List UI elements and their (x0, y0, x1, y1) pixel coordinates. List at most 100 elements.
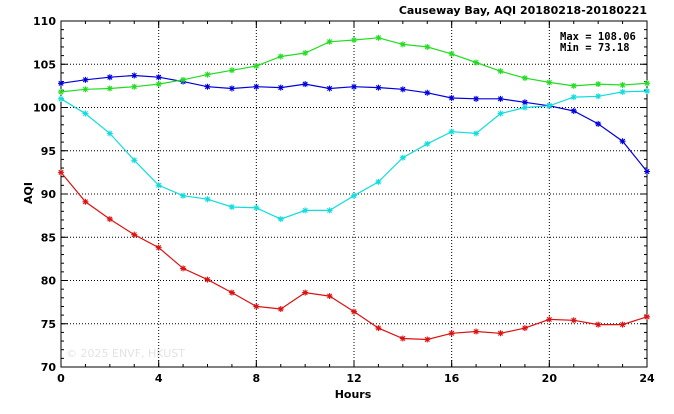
data-point-s1-5 (180, 76, 187, 83)
data-point-s1-8 (253, 62, 260, 69)
data-point-s2-13 (375, 178, 382, 185)
data-point-s1-11 (326, 38, 333, 45)
data-point-s0-24 (644, 168, 650, 175)
data-point-s2-6 (204, 196, 211, 203)
x-axis-label: Hours (335, 388, 372, 401)
data-point-s0-10 (302, 81, 309, 88)
y-tick-label-2: 80 (41, 275, 57, 288)
data-point-s1-18 (497, 68, 504, 75)
y-tick-label-0: 70 (41, 361, 57, 374)
data-point-s3-13 (375, 325, 382, 332)
data-point-s3-15 (424, 336, 431, 343)
data-point-s1-10 (302, 50, 309, 57)
data-point-s2-8 (253, 204, 260, 211)
data-point-s2-18 (497, 110, 504, 117)
data-point-s3-11 (326, 293, 333, 300)
data-point-s3-5 (180, 265, 187, 272)
data-point-s0-17 (473, 95, 480, 102)
y-tick-label-7: 105 (33, 58, 56, 71)
data-point-s2-22 (595, 93, 602, 100)
y-axis-label: AQI (22, 182, 35, 204)
data-point-s0-7 (228, 85, 235, 92)
x-tick-label-5: 20 (542, 372, 558, 385)
data-point-s1-14 (399, 41, 406, 48)
data-point-s0-11 (326, 85, 333, 92)
data-point-s1-1 (82, 86, 89, 93)
x-tick-label-2: 8 (253, 372, 261, 385)
data-point-s2-24 (644, 88, 650, 95)
data-point-s1-13 (375, 34, 382, 41)
x-tick-label-4: 16 (444, 372, 460, 385)
data-point-s0-1 (82, 76, 89, 83)
data-point-s0-15 (424, 89, 431, 96)
data-point-s0-22 (595, 120, 602, 127)
data-point-s0-2 (106, 74, 113, 81)
x-tick-label-0: 0 (57, 372, 65, 385)
data-point-s2-5 (180, 192, 187, 199)
data-point-s3-14 (399, 335, 406, 342)
data-point-s3-10 (302, 289, 309, 296)
data-point-s3-1 (82, 198, 89, 205)
data-point-s3-0 (58, 169, 64, 176)
y-tick-label-1: 75 (41, 318, 56, 331)
data-point-s2-11 (326, 207, 333, 214)
data-point-s3-16 (448, 330, 455, 337)
data-point-s0-14 (399, 86, 406, 93)
y-tick-label-3: 85 (41, 231, 56, 244)
data-point-s0-4 (155, 74, 162, 81)
plot-area: 0 4 8 12 16 20 24 70 75 80 85 90 95 100 105 110 (33, 15, 655, 385)
data-point-s2-10 (302, 207, 309, 214)
data-point-s1-17 (473, 59, 480, 66)
data-point-s0-12 (351, 83, 357, 90)
data-point-s3-3 (131, 231, 138, 238)
x-tick-label-6: 24 (639, 372, 655, 385)
data-point-s0-13 (375, 84, 382, 91)
data-point-s1-6 (204, 71, 211, 78)
data-point-s2-23 (619, 88, 626, 95)
data-point-s3-2 (106, 216, 113, 223)
data-point-s0-0 (58, 80, 64, 87)
y-tick-label-6: 100 (33, 102, 56, 115)
data-point-s3-19 (521, 325, 528, 332)
x-tick-label-3: 12 (346, 372, 361, 385)
min-annotation: Min = 73.18 (560, 42, 630, 54)
data-point-s1-4 (155, 81, 162, 88)
data-point-s0-3 (131, 72, 138, 79)
data-point-s1-23 (619, 82, 626, 89)
data-point-s2-20 (546, 102, 553, 109)
data-point-s1-15 (424, 43, 431, 50)
data-point-s1-0 (58, 88, 64, 95)
data-point-s0-21 (570, 107, 577, 114)
data-point-s3-23 (619, 321, 626, 328)
data-point-s2-15 (424, 140, 431, 147)
data-point-s2-1 (82, 110, 89, 117)
chart-title: Causeway Bay, AQI 20180218-20180221 (399, 4, 647, 17)
y-tick-label-8: 110 (33, 15, 56, 28)
data-point-s3-18 (497, 330, 504, 337)
plot-frame (60, 20, 648, 368)
data-point-s1-19 (521, 75, 528, 82)
data-point-s1-16 (448, 50, 455, 57)
data-point-s0-8 (253, 83, 260, 90)
data-point-s1-22 (595, 81, 602, 88)
data-point-s0-16 (448, 94, 455, 101)
data-point-s2-19 (521, 104, 528, 111)
data-point-s0-6 (204, 83, 211, 90)
data-point-s1-21 (570, 82, 577, 89)
data-point-s1-12 (351, 37, 357, 44)
series-line-2 (60, 90, 648, 220)
data-point-s2-9 (277, 216, 284, 223)
data-point-s1-7 (228, 67, 235, 74)
data-point-s3-6 (204, 276, 211, 283)
data-point-s3-22 (595, 321, 602, 328)
data-point-s3-7 (228, 289, 235, 296)
data-point-s1-3 (131, 83, 138, 90)
data-point-s1-24 (644, 80, 650, 87)
data-point-s2-2 (106, 130, 113, 137)
data-point-s2-0 (58, 95, 64, 102)
data-point-s3-4 (155, 244, 162, 251)
data-point-s3-9 (277, 306, 284, 313)
data-point-s3-21 (570, 317, 577, 324)
